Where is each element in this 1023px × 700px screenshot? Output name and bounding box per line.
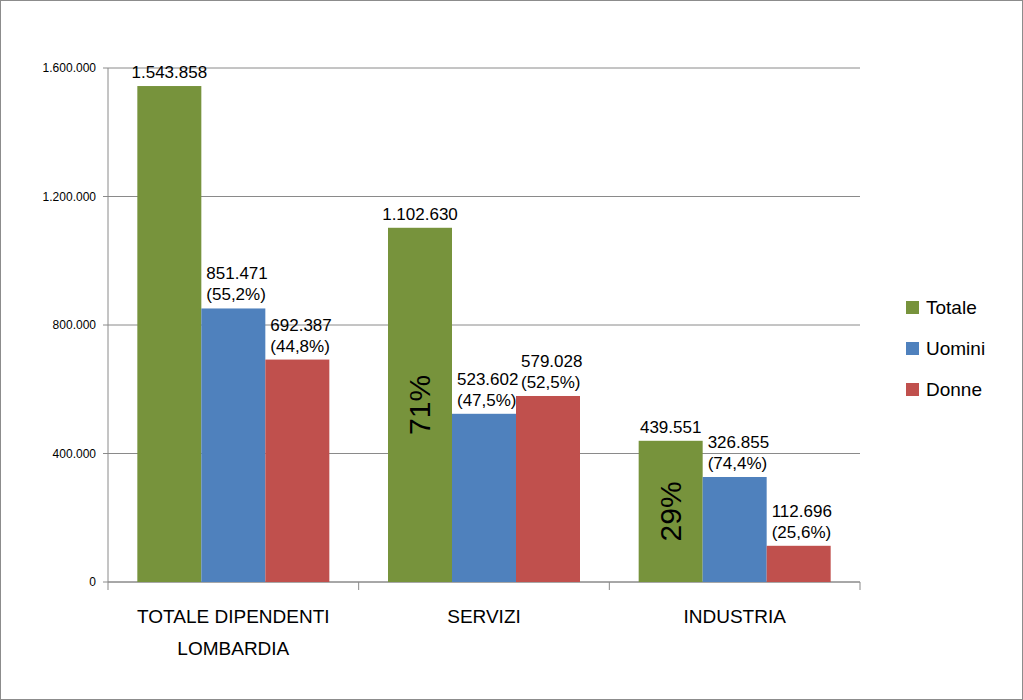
text-line: 1.102.630 [382, 205, 458, 224]
legend-swatch [906, 301, 919, 314]
text-line: 1.543.858 [132, 63, 208, 82]
legend: Totale Uomini Donne [906, 297, 985, 400]
text-line: (44,8%) [270, 337, 330, 356]
bars [137, 86, 830, 582]
data-label: 1.102.630 [382, 205, 458, 224]
bar [703, 477, 767, 582]
text-line: 692.387 [270, 316, 331, 335]
text-line: (47,5%) [457, 391, 517, 410]
tick-label: 800.000 [53, 318, 97, 332]
text-line: SERVIZI [447, 606, 521, 627]
category-divider [860, 582, 861, 590]
legend-swatch [906, 383, 919, 396]
text-line: 579.028 [521, 352, 582, 371]
text-line: LOMBARDIA [177, 638, 289, 659]
tick-label: 1.600.000 [43, 61, 97, 75]
category-divider [358, 582, 359, 590]
bar [516, 396, 580, 582]
text-line: (55,2%) [206, 285, 266, 304]
bar [767, 546, 831, 582]
text-line: 326.855 [708, 433, 769, 452]
y-axis-line [108, 68, 109, 582]
bar [388, 228, 452, 582]
tick-label: 0 [89, 575, 96, 589]
category-label: INDUSTRIA [683, 606, 786, 627]
bar [201, 308, 265, 582]
tick-mark [103, 325, 108, 326]
bar [265, 360, 329, 582]
data-labels: 1.543.858 1.102.630 439.551 851.471 (55,2%) 5… [132, 63, 832, 542]
tick-label: 1.200.000 [43, 190, 97, 204]
grid-line [108, 68, 860, 69]
data-label: 1.543.858 [132, 63, 208, 82]
text-line: 523.602 [457, 370, 518, 389]
category-label: SERVIZI [447, 606, 521, 627]
text-line: INDUSTRIA [683, 606, 786, 627]
data-label: 851.471 (55,2%) [206, 264, 267, 304]
x-axis: TOTALE DIPENDENTI LOMBARDIA SERVIZI INDUSTR… [108, 582, 860, 659]
tick-label: 400.000 [53, 447, 97, 461]
annotation: 29% [654, 481, 687, 541]
data-label: 112.696 (25,6%) [772, 502, 832, 542]
category-divider [108, 582, 109, 590]
legend-label: Uomini [926, 338, 985, 359]
bar [137, 86, 201, 582]
y-axis: 0 400.000 800.000 1.200.000 1.600.000 [43, 61, 860, 589]
chart: 0 400.000 800.000 1.200.000 1.600.000 TOTALE … [0, 0, 1023, 700]
bar [639, 441, 703, 582]
text-line: 851.471 [206, 264, 267, 283]
data-label: 692.387 (44,8%) [270, 316, 331, 356]
text-line: 112.696 [772, 502, 832, 521]
tick-mark [103, 68, 108, 69]
legend-label: Totale [926, 297, 977, 318]
tick-mark [103, 453, 108, 454]
frame [1, 1, 1023, 700]
legend-swatch [906, 342, 919, 355]
data-label: 439.551 [640, 418, 701, 437]
text-line: (74,4%) [708, 454, 768, 473]
category-divider [609, 582, 610, 590]
data-label: 523.602 (47,5%) [457, 370, 518, 410]
text-line: 439.551 [640, 418, 701, 437]
data-label: 579.028 (52,5%) [521, 352, 582, 392]
data-label: 326.855 (74,4%) [708, 433, 769, 473]
category-label: TOTALE DIPENDENTI LOMBARDIA [137, 606, 330, 659]
text-line: TOTALE DIPENDENTI [137, 606, 330, 627]
tick-mark [103, 196, 108, 197]
tick-mark [103, 582, 108, 583]
legend-label: Donne [926, 379, 982, 400]
annotation: 71% [404, 375, 437, 435]
bar [452, 414, 516, 582]
grid-line [108, 196, 860, 197]
text-line: (52,5%) [521, 373, 581, 392]
text-line: (25,6%) [772, 523, 832, 542]
annotations: 71% 29% [404, 375, 688, 542]
